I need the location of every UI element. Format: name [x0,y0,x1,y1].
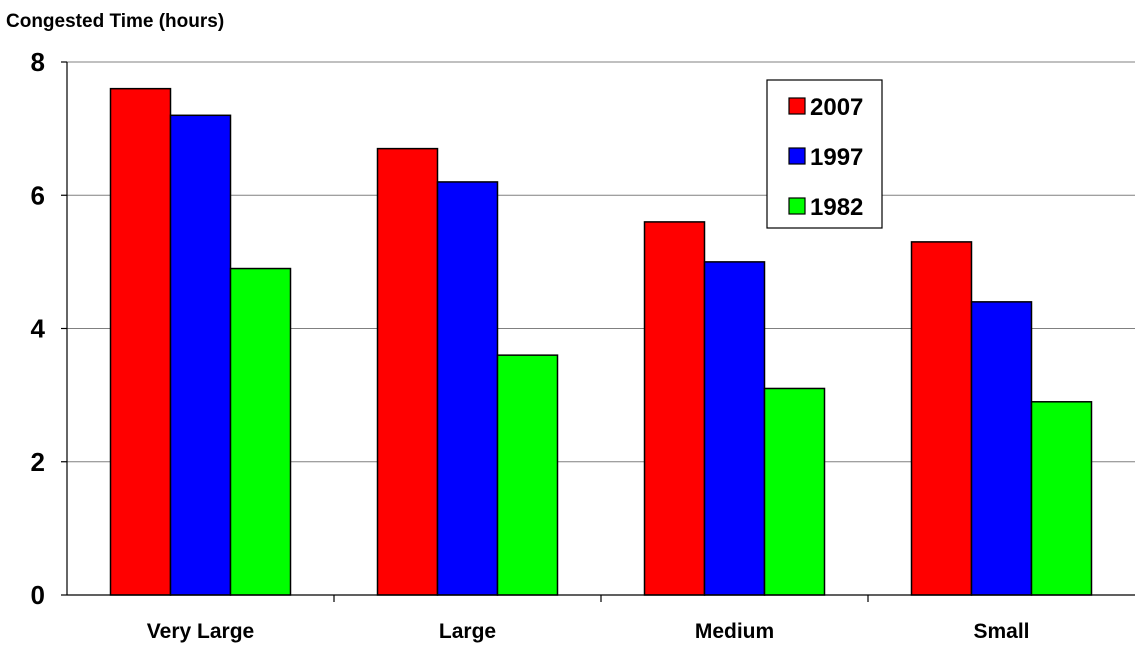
y-tick-label: 4 [31,314,46,344]
y-tick-label: 6 [31,180,45,210]
bar-1997-very-large [169,114,232,596]
y-tick-label: 0 [31,580,45,610]
bar-1997-large [436,181,499,596]
bar-2007-large [376,147,439,596]
legend-swatch-1982 [788,197,806,215]
legend-label-1997: 1997 [810,144,863,171]
legend-box [766,79,883,229]
bar-1982-large [496,354,559,596]
bars [109,87,1093,596]
bar-2007-medium [643,221,706,596]
x-tick-label: Large [439,620,496,643]
bar-1997-medium [703,261,766,596]
x-tick-label: Small [973,620,1029,643]
bar-1997-small [970,301,1033,596]
x-tick-label: Medium [695,620,774,643]
bar-1982-medium [763,387,826,596]
bar-1982-small [1030,401,1093,596]
bar-2007-small [910,241,973,596]
y-axis-title: Congested Time (hours) [6,11,224,32]
y-tick-label: 8 [31,47,45,77]
legend-swatch-2007 [788,97,806,115]
bar-2007-very-large [109,87,172,596]
y-axis-ticks: 0 2 4 6 8 [31,47,67,610]
legend-label-2007: 2007 [810,94,863,121]
x-axis-ticks: Very Large Large Medium Small [147,595,1030,643]
x-tick-label: Very Large [147,620,254,643]
legend-label-1982: 1982 [810,194,863,221]
legend: 2007 1997 1982 [766,79,883,229]
bar-1982-very-large [229,267,292,596]
legend-swatch-1997 [788,147,806,165]
y-tick-label: 2 [31,447,45,477]
